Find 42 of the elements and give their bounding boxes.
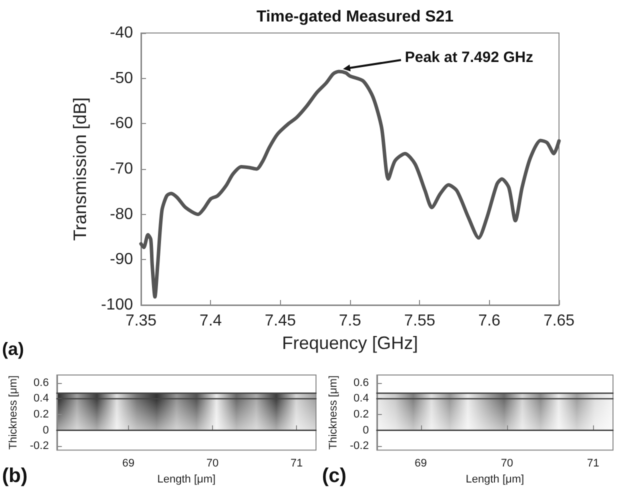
annotation: Peak at 7.492 GHz [404, 48, 534, 66]
y-tick-label: -0.2 [350, 440, 369, 452]
y-tick-label: 0 [42, 424, 49, 436]
x-tick-label: 7.6 [478, 312, 501, 330]
y-tick-label: -80 [110, 206, 134, 223]
y-tick-label: -90 [110, 251, 134, 268]
x-tick-label: 69 [414, 458, 427, 470]
line-series [139, 70, 561, 299]
x-tick-label: 7.55 [404, 312, 436, 330]
y-tick-label: -100 [100, 296, 134, 314]
y-tick-label: -40 [110, 24, 134, 42]
y-tick-label: 0.2 [354, 408, 369, 421]
x-axis-title: Length [μm] [157, 474, 216, 486]
y-tick-label: 0.6 [34, 376, 49, 389]
x-tick-label: 7.65 [543, 312, 575, 330]
x-tick-label: 7.4 [200, 312, 222, 330]
y-tick-label: -60 [110, 115, 134, 132]
y-tick-label: -70 [110, 160, 134, 178]
x-tick-label: 71 [290, 458, 303, 470]
y-tick-label: 0.6 [354, 376, 369, 389]
chart-title: Time-gated Measured S21 [256, 8, 454, 26]
text: (c) [322, 465, 346, 487]
x-axis-title: Frequency [GHz] [282, 332, 418, 353]
y-axis-title: Transmission [dB] [70, 97, 90, 241]
x-tick-label: 7.45 [264, 312, 296, 330]
y-tick-label: 0.2 [34, 408, 49, 421]
x-tick-label: 7.35 [125, 312, 157, 330]
x-tick-label: 69 [122, 458, 134, 470]
text: (a) [2, 339, 24, 359]
y-tick-label: -50 [110, 70, 134, 87]
x-tick-label: 7.5 [338, 312, 362, 330]
x-tick-label: 70 [500, 458, 514, 470]
y-tick-label: 0.4 [34, 392, 49, 405]
y-axis-title: Thickness [μm] [8, 375, 20, 450]
x-tick-label: 70 [206, 458, 219, 470]
y-tick-label: 0.4 [354, 392, 369, 405]
y-tick-label: 0 [362, 424, 369, 436]
text: (b) [2, 465, 28, 487]
y-axis-title: Thickness [μm] [328, 375, 340, 450]
y-tick-label: -0.2 [30, 440, 49, 452]
x-tick-label: 71 [587, 458, 600, 470]
x-axis-title: Length [μm] [466, 474, 524, 486]
